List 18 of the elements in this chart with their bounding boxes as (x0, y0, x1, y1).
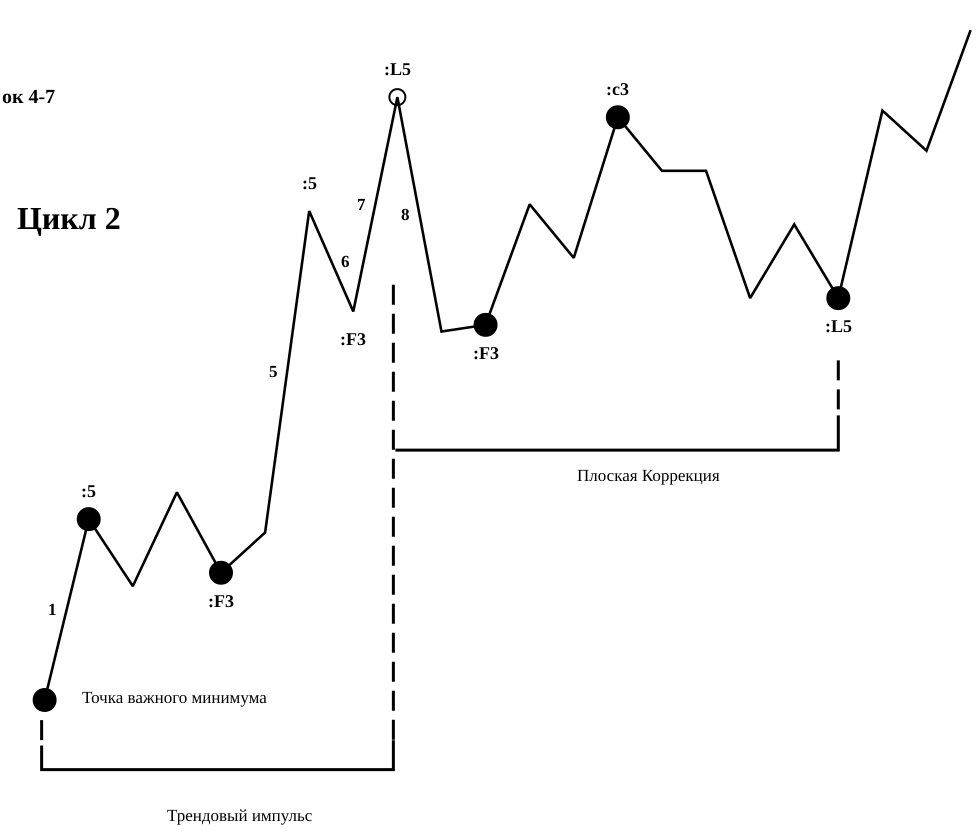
annotation: :5 (81, 481, 96, 501)
text: Цикл 2 (17, 200, 121, 236)
annotation: 5 (269, 362, 278, 381)
annotation: Точка важного минимума (82, 688, 268, 707)
annotation: :F3 (473, 343, 499, 363)
annotation: 6 (341, 252, 350, 271)
annotation: :F3 (208, 591, 234, 611)
text: Трендовый импульс (167, 806, 313, 825)
annotation: :5 (302, 173, 317, 193)
annotation: :L5 (825, 316, 852, 336)
annotation: :c3 (606, 79, 629, 99)
annotation: 8 (401, 205, 410, 224)
annotation: Плоская Коррекция (577, 466, 720, 485)
annotation: 1 (48, 600, 56, 619)
annotation: :F3 (340, 329, 366, 349)
annotation: :L5 (384, 59, 411, 79)
text: ок 4-7 (2, 86, 56, 108)
annotation: 7 (357, 195, 366, 214)
